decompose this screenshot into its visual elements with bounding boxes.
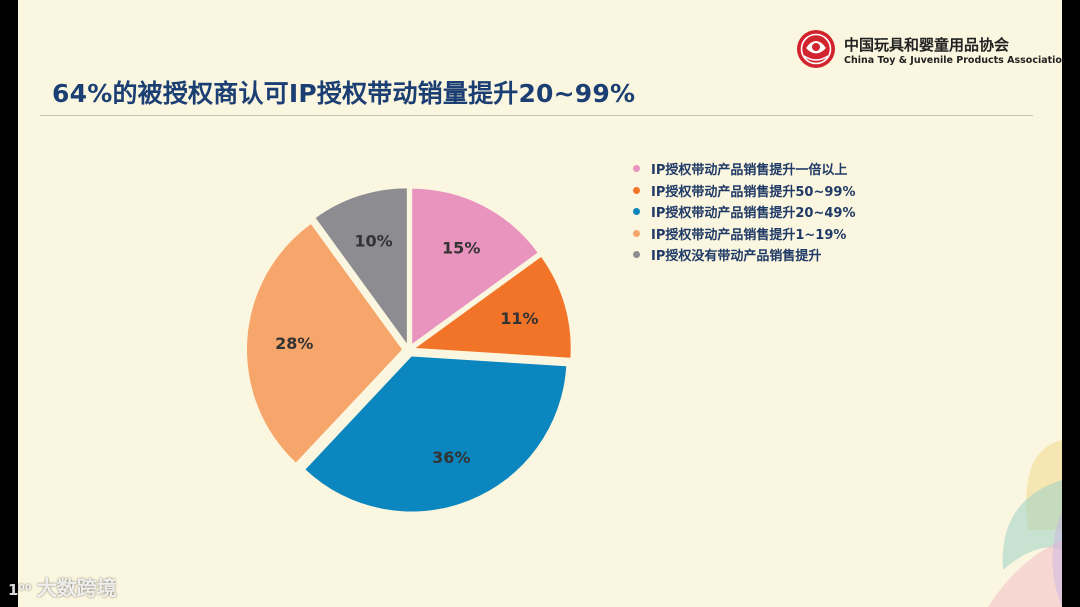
title-divider — [40, 115, 1033, 116]
legend-label-2: IP授权带动产品销售提升50~99% — [651, 184, 856, 200]
pinwheel-decoration — [988, 440, 1062, 607]
pie-chart: 15% 11% 36% 28% 10% — [247, 188, 571, 512]
association-logo: 中国玩具和婴童用品协会 China Toy & Juvenile Product… — [794, 26, 1062, 74]
legend-label-1: IP授权带动产品销售提升一倍以上 — [651, 163, 848, 179]
watermark: 1⁰⁰ 大数跨境 — [8, 572, 117, 601]
chart-legend: IP授权带动产品销售提升一倍以上 IP授权带动产品销售提升50~99% IP授权带动… — [633, 158, 855, 266]
watermark-text: 大数跨境 — [36, 576, 117, 600]
legend-item-4: IP授权带动产品销售提升1~19% — [633, 223, 855, 245]
logo-name-en: China Toy & Juvenile Products Associatio… — [844, 55, 1062, 66]
pie-slice-1 — [412, 188, 538, 344]
legend-label-4: IP授权带动产品销售提升1~19% — [651, 227, 847, 243]
pie-slice-3 — [305, 356, 567, 512]
slide-title: 64%的被授权商认可IP授权带动销量提升20~99% — [52, 79, 636, 108]
slice-label-1: 15% — [442, 239, 480, 258]
association-emblem-icon — [797, 30, 835, 68]
legend-swatch-1 — [633, 165, 640, 173]
legend-item-3: IP授权带动产品销售提升20~49% — [633, 201, 855, 223]
slice-label-3: 36% — [432, 448, 470, 467]
legend-label-5: IP授权没有带动产品销售提升 — [651, 249, 822, 265]
slide: 中国玩具和婴童用品协会 China Toy & Juvenile Product… — [18, 0, 1062, 607]
legend-item-5: IP授权没有带动产品销售提升 — [633, 244, 855, 266]
legend-label-3: IP授权带动产品销售提升20~49% — [651, 206, 856, 222]
legend-item-1: IP授权带动产品销售提升一倍以上 — [633, 158, 855, 180]
legend-swatch-3 — [633, 208, 640, 216]
legend-item-2: IP授权带动产品销售提升50~99% — [633, 180, 855, 202]
pie-slice-2 — [415, 256, 571, 358]
legend-swatch-2 — [633, 186, 640, 194]
legend-swatch-4 — [633, 229, 640, 237]
slice-label-5: 10% — [354, 232, 392, 251]
pie-slice-5 — [315, 188, 407, 344]
legend-swatch-5 — [633, 251, 640, 259]
logo-name-cn: 中国玩具和婴童用品协会 — [844, 36, 1010, 54]
slice-label-4: 28% — [275, 334, 313, 353]
slice-label-2: 11% — [500, 309, 538, 328]
watermark-logo-icon: 1⁰⁰ — [8, 581, 37, 599]
pie-slice-4 — [247, 224, 403, 463]
